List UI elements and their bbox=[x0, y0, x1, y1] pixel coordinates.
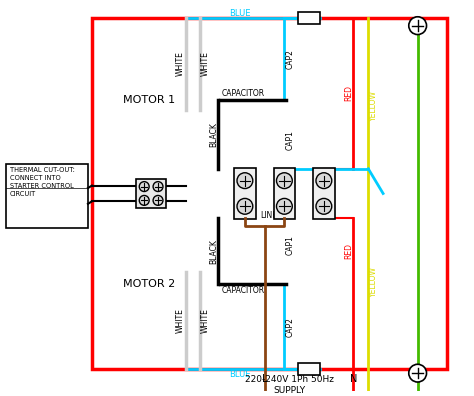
Circle shape bbox=[409, 364, 427, 382]
Text: CAP2: CAP2 bbox=[286, 49, 295, 69]
Text: BLUE: BLUE bbox=[229, 369, 251, 379]
Bar bbox=[298, 12, 320, 24]
Bar bbox=[6, 164, 88, 228]
Circle shape bbox=[316, 198, 332, 214]
Text: CAP1: CAP1 bbox=[286, 235, 295, 255]
Text: WHITE: WHITE bbox=[176, 308, 185, 333]
Circle shape bbox=[139, 196, 149, 206]
Bar bbox=[234, 168, 256, 219]
Circle shape bbox=[139, 182, 149, 192]
Text: CAPACITOR: CAPACITOR bbox=[222, 89, 265, 98]
Text: THERMAL CUT-OUT:
CONNECT INTO
STARTER CONTROL
CIRCUIT: THERMAL CUT-OUT: CONNECT INTO STARTER CO… bbox=[10, 167, 75, 197]
Text: BLACK: BLACK bbox=[209, 239, 218, 264]
Circle shape bbox=[153, 182, 163, 192]
Bar bbox=[273, 168, 295, 219]
Text: BLACK: BLACK bbox=[209, 122, 218, 147]
Text: WHITE: WHITE bbox=[201, 308, 210, 333]
Text: CAP2: CAP2 bbox=[286, 317, 295, 337]
Bar bbox=[298, 363, 320, 375]
Circle shape bbox=[153, 196, 163, 206]
Circle shape bbox=[276, 198, 292, 214]
Text: LINK: LINK bbox=[260, 211, 277, 220]
Text: WHITE: WHITE bbox=[201, 51, 210, 76]
Bar bbox=[92, 18, 447, 369]
Circle shape bbox=[409, 17, 427, 34]
Circle shape bbox=[237, 173, 253, 188]
Text: RED: RED bbox=[344, 243, 353, 259]
Text: L: L bbox=[262, 374, 267, 384]
Text: N: N bbox=[350, 374, 357, 384]
Text: E: E bbox=[415, 374, 421, 384]
Circle shape bbox=[316, 173, 332, 188]
Text: MOTOR 2: MOTOR 2 bbox=[123, 279, 175, 289]
Text: YELLOW: YELLOW bbox=[369, 266, 378, 297]
Text: RED: RED bbox=[344, 85, 353, 101]
Text: MOTOR 1: MOTOR 1 bbox=[123, 95, 175, 105]
Bar bbox=[313, 168, 335, 219]
Bar bbox=[137, 179, 166, 208]
Text: WHITE: WHITE bbox=[176, 51, 185, 76]
Text: YELLOW: YELLOW bbox=[369, 90, 378, 121]
Text: CAPACITOR: CAPACITOR bbox=[222, 286, 265, 295]
Circle shape bbox=[237, 198, 253, 214]
Text: 220-240V 1Ph 50Hz
SUPPLY: 220-240V 1Ph 50Hz SUPPLY bbox=[245, 375, 334, 395]
Text: CAP1: CAP1 bbox=[286, 130, 295, 150]
Circle shape bbox=[276, 173, 292, 188]
Text: BLUE: BLUE bbox=[229, 10, 251, 18]
